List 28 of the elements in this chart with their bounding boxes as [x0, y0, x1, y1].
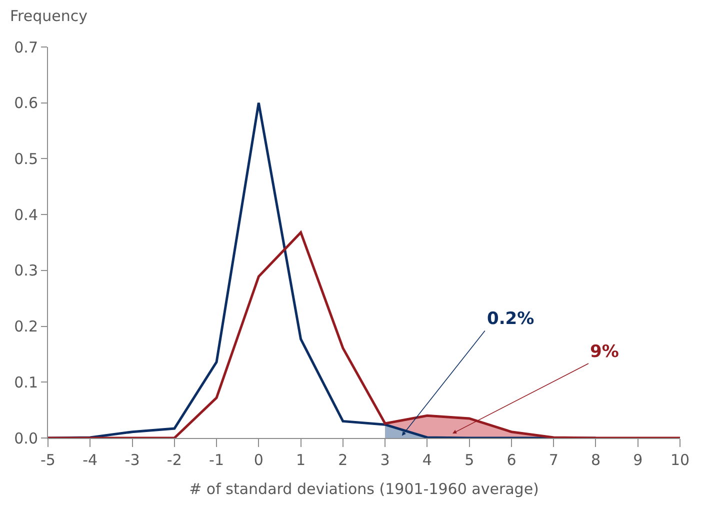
x-tick-label: 9 — [633, 451, 643, 469]
y-tick-label: 0.0 — [14, 429, 38, 448]
x-tick-label: -2 — [166, 451, 182, 469]
y-tick-label: 0.7 — [14, 38, 38, 56]
y-tick-label: 0.5 — [14, 150, 38, 168]
x-axis-title: # of standard deviations (1901-1960 average) — [189, 480, 539, 498]
x-tick-label: 7 — [548, 451, 558, 469]
y-tick-label: 0.4 — [14, 206, 38, 224]
x-tick-label: 5 — [464, 451, 474, 469]
x-tick-label: -1 — [209, 451, 224, 469]
annotation: 0.2% — [487, 309, 534, 329]
x-tick-label: 4 — [422, 451, 432, 469]
x-tick-label: 10 — [670, 451, 690, 469]
y-tick-label: 0.1 — [14, 373, 38, 392]
annotation: 9% — [590, 342, 619, 362]
x-tick-label: -5 — [40, 451, 56, 469]
x-tick-label: 2 — [338, 451, 348, 469]
x-tick-label: 8 — [590, 451, 601, 469]
x-tick-label: 1 — [296, 451, 306, 469]
x-tick-label: -3 — [124, 451, 140, 469]
x-tick-label: 3 — [380, 451, 390, 469]
y-tick-label: 0.3 — [14, 262, 38, 280]
y-axis-title: Frequency — [10, 7, 88, 25]
y-tick-label: 0.6 — [14, 94, 38, 112]
y-tick-label: 0.2 — [14, 318, 38, 336]
x-tick-label: 6 — [506, 451, 516, 469]
x-tick-label: 0 — [254, 451, 264, 469]
x-tick-label: -4 — [82, 451, 98, 469]
